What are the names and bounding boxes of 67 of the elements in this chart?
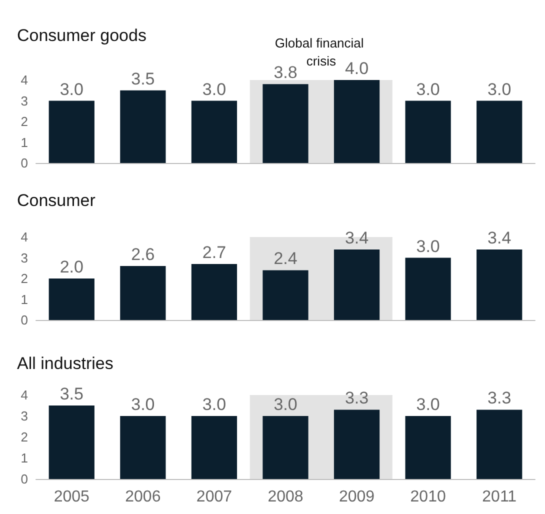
data-label: 3.0 (488, 80, 512, 99)
bar (191, 264, 238, 320)
y-tick-label: 4 (20, 230, 28, 244)
bar (476, 410, 522, 479)
chart-title: All industries (17, 354, 114, 373)
y-tick-label: 1 (20, 450, 28, 466)
y-tick-label: 3 (20, 408, 28, 424)
y-tick-label: 1 (20, 292, 28, 307)
bar (262, 416, 308, 479)
x-tick-label: 2009 (338, 488, 375, 506)
data-label: 2.0 (60, 258, 84, 276)
data-label: 3.0 (416, 395, 440, 414)
data-label: 3.3 (344, 388, 369, 408)
data-label: 3.5 (60, 384, 84, 404)
data-label: 3.4 (344, 228, 369, 248)
bar (476, 249, 522, 320)
y-tick-label: 0 (20, 472, 28, 486)
data-label: 3.0 (131, 395, 155, 414)
y-tick-label: 1 (20, 134, 28, 150)
y-tick-label: 2 (20, 430, 28, 444)
y-tick-label: 3 (20, 93, 28, 108)
x-tick-label: 2006 (125, 488, 161, 506)
data-label: 2.6 (131, 245, 155, 264)
data-label: 3.5 (131, 69, 155, 88)
x-tick-label: 2008 (268, 488, 304, 506)
data-label: 3.0 (416, 236, 440, 256)
data-label: 3.8 (274, 63, 298, 82)
bar (48, 278, 94, 320)
y-tick-label: 4 (20, 388, 28, 402)
bar (48, 100, 94, 163)
bar (476, 100, 522, 163)
chart-title: Consumer goods (17, 26, 146, 45)
bar (191, 100, 238, 163)
y-tick-label: 4 (20, 72, 28, 88)
data-label: 3.4 (488, 228, 512, 248)
bar (120, 266, 166, 320)
bar (405, 258, 451, 320)
y-tick-label: 0 (20, 312, 28, 328)
bar (334, 249, 380, 320)
x-tick-label: 2007 (196, 488, 232, 506)
y-tick-label: 2 (20, 114, 28, 129)
data-label: 3.3 (488, 388, 512, 408)
bar (262, 84, 308, 163)
y-tick-label: 3 (20, 250, 28, 266)
x-tick-label: 2005 (54, 488, 90, 506)
bar (120, 90, 166, 163)
y-tick-label: 2 (20, 271, 28, 286)
bar (334, 80, 380, 163)
bar (191, 416, 238, 479)
x-tick-label: 2010 (410, 488, 446, 506)
data-label: 3.0 (416, 80, 440, 99)
data-label: 2.7 (202, 242, 226, 262)
data-label: 3.0 (274, 395, 298, 414)
chart-title: Consumer (17, 191, 96, 210)
bar (262, 270, 308, 320)
bar (48, 406, 94, 479)
data-label: 3.0 (202, 395, 226, 414)
y-tick-label: 0 (20, 156, 28, 170)
data-label: 4.0 (344, 59, 369, 78)
bar (120, 416, 166, 479)
bar (405, 416, 451, 479)
data-label: 3.0 (202, 80, 226, 99)
bar (334, 410, 380, 479)
data-label: 2.4 (274, 249, 298, 268)
bar (405, 100, 451, 163)
x-tick-label: 2011 (482, 488, 517, 506)
data-label: 3.0 (60, 80, 84, 99)
